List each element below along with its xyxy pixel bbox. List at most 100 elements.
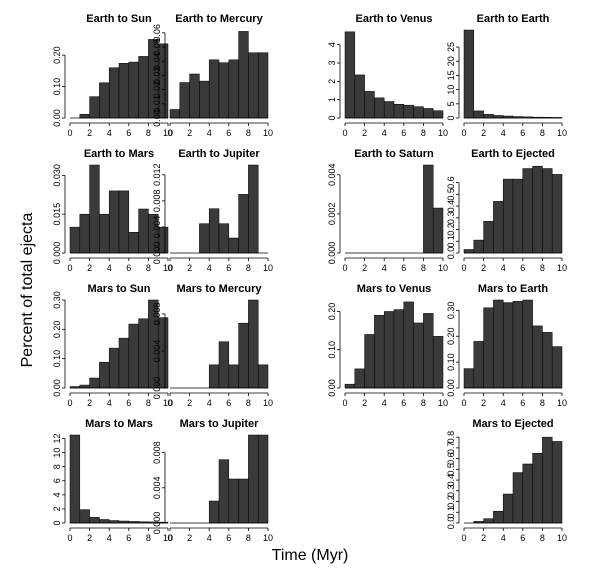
x-tick-label: 4: [207, 398, 212, 408]
bar: [542, 436, 553, 524]
bar: [99, 82, 110, 119]
y-tick-label: 0.000: [52, 242, 62, 265]
x-tick-label: 8: [540, 533, 545, 543]
bar: [238, 322, 249, 389]
panel-title: Mars to Ejected: [472, 418, 553, 430]
bar: [238, 478, 249, 524]
x-tick-label: 4: [207, 533, 212, 543]
panel-title: Earth to Venus: [355, 13, 432, 25]
bar: [138, 56, 149, 119]
y-tick-label: 0.000: [327, 242, 337, 265]
x-tick-label: 6: [226, 533, 231, 543]
y-tick-label: 0.2: [446, 223, 456, 236]
y-tick-label: 0.004: [152, 477, 162, 500]
y-tick-label: 0.000: [152, 512, 162, 535]
x-tick-label: 6: [226, 128, 231, 138]
x-tick-label: 8: [246, 128, 251, 138]
bar: [128, 61, 139, 119]
bar: [248, 434, 259, 524]
bar: [89, 96, 100, 119]
bar: [208, 59, 220, 119]
x-tick-label: 10: [438, 398, 448, 408]
bar: [228, 59, 239, 119]
x-tick-label: 10: [557, 263, 567, 273]
x-tick-label: 10: [263, 128, 273, 138]
y-tick-label: 0: [446, 115, 456, 120]
x-tick-label: 8: [540, 398, 545, 408]
y-tick-label: 15: [446, 70, 456, 80]
y-tick-label: 0.6: [446, 452, 456, 465]
x-tick-label: 10: [163, 263, 173, 273]
bar: [108, 67, 120, 119]
bar: [483, 114, 494, 119]
y-tick-label: 5: [446, 101, 456, 106]
bar: [248, 52, 259, 119]
bar: [169, 109, 181, 119]
x-tick-label: 2: [481, 128, 486, 138]
panel-title: Earth to Jupiter: [178, 148, 260, 160]
y-tick-label: 2: [327, 79, 337, 84]
x-tick-label: 2: [481, 533, 486, 543]
bar: [493, 299, 504, 389]
bar: [522, 299, 533, 389]
x-tick-label: 10: [438, 128, 448, 138]
x-tick-label: 0: [461, 398, 466, 408]
y-tick-label: 4: [52, 492, 62, 497]
panel-title: Mars to Jupiter: [180, 418, 260, 430]
y-tick-label: 0.004: [152, 340, 162, 363]
bar: [512, 472, 524, 524]
y-tick-label: 25: [446, 42, 456, 52]
panel-title: Mars to Mercury: [177, 283, 263, 295]
y-tick-label: 4: [327, 42, 337, 47]
bar: [248, 299, 259, 389]
bar: [432, 110, 444, 119]
bar: [199, 80, 210, 119]
y-tick-label: 0.30: [52, 291, 62, 309]
x-tick-label: 6: [126, 398, 131, 408]
bar: [89, 377, 100, 389]
x-tick-label: 2: [362, 128, 367, 138]
bar: [99, 361, 110, 389]
y-tick-label: 6: [52, 478, 62, 483]
x-tick-label: 6: [126, 533, 131, 543]
bar: [512, 301, 524, 389]
y-tick-label: 8: [52, 464, 62, 469]
panel-mars-to-earth: Mars to Earth 0 2 4 6 8 10 0.00 0.10 0.20 0.30: [446, 283, 567, 408]
bar: [542, 332, 553, 389]
x-tick-label: 0: [167, 533, 172, 543]
y-tick-label: 0.4: [446, 200, 456, 213]
y-tick-label: 1: [327, 97, 337, 102]
y-tick-label: 0.00: [152, 109, 162, 127]
bar: [532, 452, 543, 524]
x-tick-label: 10: [163, 533, 173, 543]
bar: [502, 493, 514, 524]
bar: [344, 383, 356, 389]
x-tick-label: 4: [207, 128, 212, 138]
y-axis-label: Percent of total ejecta: [19, 213, 36, 368]
bar: [228, 478, 239, 524]
x-tick-label: 6: [520, 263, 525, 273]
x-tick-label: 4: [382, 128, 387, 138]
x-tick-label: 8: [421, 398, 426, 408]
bar: [118, 63, 130, 119]
x-tick-label: 6: [226, 398, 231, 408]
bar: [532, 325, 543, 389]
bar: [257, 52, 269, 119]
x-tick-label: 2: [87, 128, 92, 138]
bar: [69, 226, 81, 254]
y-tick-label: 0: [52, 520, 62, 525]
y-tick-label: 0.000: [152, 242, 162, 265]
x-tick-label: 4: [382, 263, 387, 273]
x-tick-label: 8: [146, 398, 151, 408]
x-tick-label: 10: [557, 533, 567, 543]
x-tick-label: 6: [126, 128, 131, 138]
y-tick-label: 0.04: [152, 52, 162, 70]
bar: [502, 178, 514, 254]
x-tick-label: 2: [87, 398, 92, 408]
